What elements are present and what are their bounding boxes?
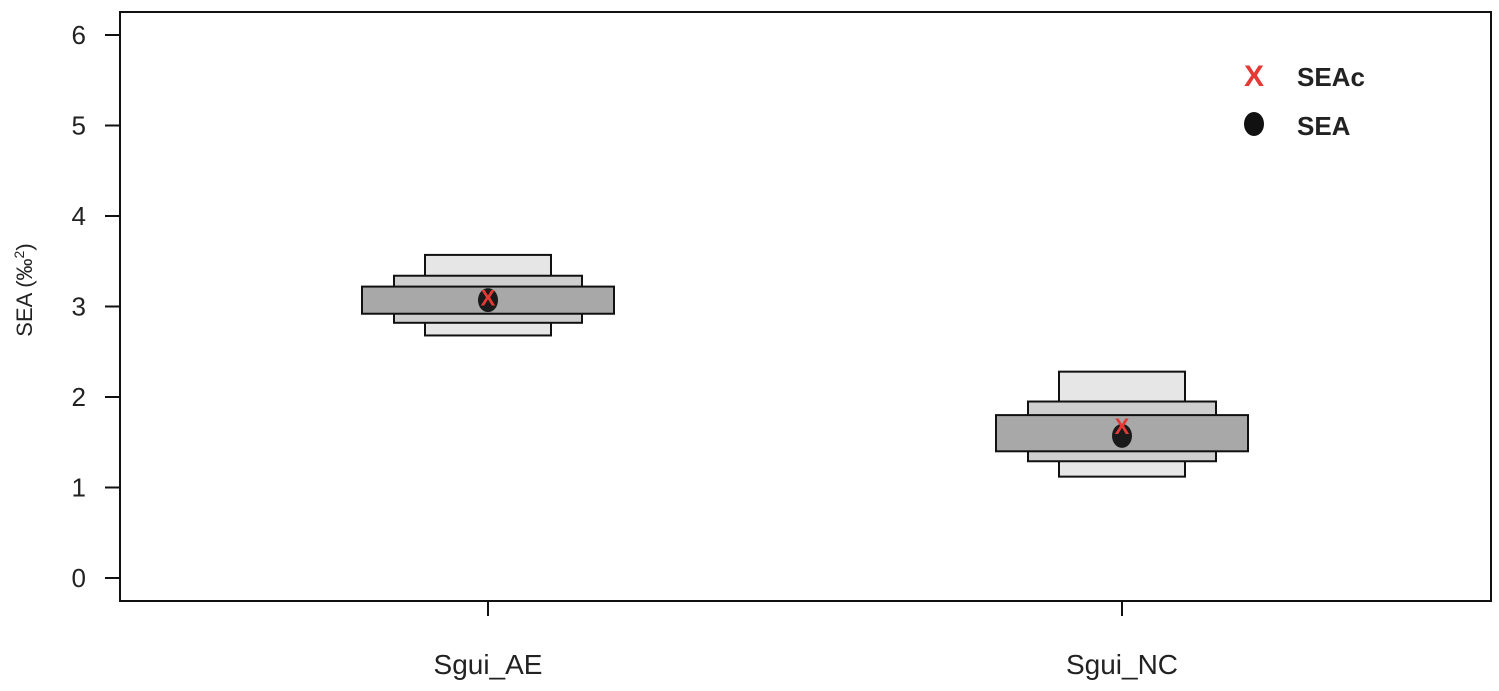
- sea-point: [1112, 423, 1132, 448]
- y-tick-label: 4: [72, 201, 86, 231]
- y-axis: 0 1 2 3 4 5 6: [72, 20, 121, 593]
- y-tick-label: 2: [72, 382, 86, 412]
- points: XX: [478, 285, 1132, 448]
- seac-point: X: [481, 285, 496, 310]
- y-axis-title-sup: 2: [11, 250, 27, 258]
- x-tick-label: Sgui_NC: [1066, 649, 1178, 680]
- seac-point: X: [1115, 414, 1130, 439]
- y-axis-title: SEA (‰2): [11, 243, 37, 336]
- legend-sea-symbol: [1244, 112, 1264, 136]
- y-tick-label: 1: [72, 473, 86, 503]
- y-tick-label: 6: [72, 20, 86, 50]
- y-axis-title-main: SEA (‰: [12, 258, 37, 336]
- sea-point: [478, 288, 498, 313]
- y-axis-title-end: ): [12, 243, 37, 250]
- legend-sea-label: SEA: [1297, 111, 1351, 141]
- y-tick-label: 0: [72, 563, 86, 593]
- legend-seac-label: SEAc: [1297, 62, 1365, 92]
- y-tick-label: 5: [72, 111, 86, 141]
- x-axis: Sgui_AE Sgui_NC: [434, 601, 1178, 680]
- y-tick-label: 3: [72, 292, 86, 322]
- x-tick-label: Sgui_AE: [434, 649, 543, 680]
- legend: X SEAc SEA: [1244, 60, 1365, 141]
- plot-frame: [119, 11, 1492, 602]
- legend-seac-symbol: X: [1244, 60, 1264, 93]
